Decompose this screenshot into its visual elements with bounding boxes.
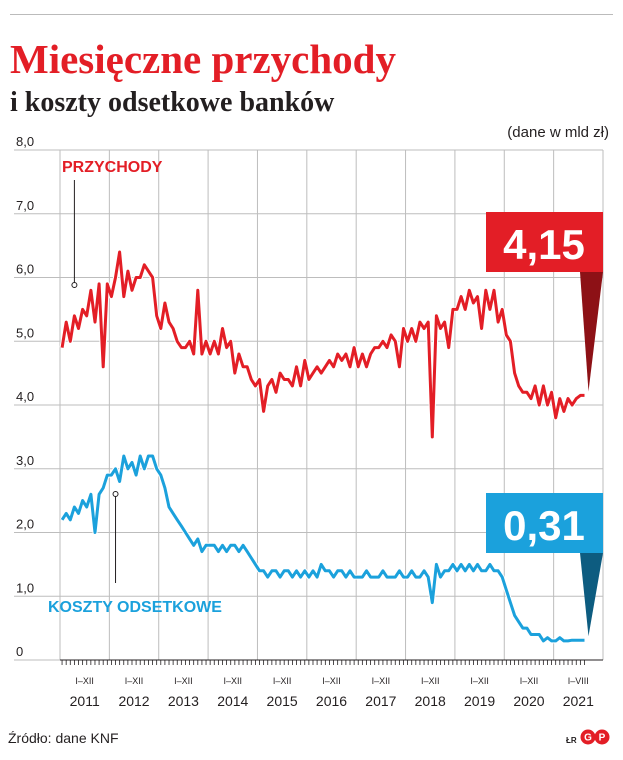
interest-cost-line [60,454,585,643]
chart-title: Miesięczne przychody [10,36,396,82]
unit-label: (dane w mld zł) [507,124,609,141]
income-line [60,250,585,439]
period-label: I–XII [372,676,391,686]
source-note: Źródło: dane KNF [8,730,119,746]
income-final-pointer [580,272,603,392]
cost-label-marker [112,491,119,497]
svg-text:G: G [584,733,592,744]
y-tick-label: 0 [16,644,23,659]
y-tick-label: 4,0 [16,389,34,404]
top-rule [10,14,613,15]
y-tick-label: 5,0 [16,325,34,340]
year-label: 2018 [415,693,446,709]
year-label: 2021 [563,693,594,709]
y-tick-label: 8,0 [16,134,34,149]
chart-subtitle: i koszty odsetkowe banków [10,87,335,118]
line-chart: 0 1,0 2,0 3,0 4,0 5,0 6,0 7,0 8,0 I–XII 2011 I–XII 2… [14,134,604,709]
period-label: I–XII [75,676,94,686]
cost-final-value: 0,31 [503,502,585,549]
author-credit: ŁR [566,736,577,745]
year-label: 2016 [316,693,347,709]
y-tick-label: 3,0 [16,453,34,468]
period-label: I–XII [421,676,440,686]
svg-text:P: P [599,733,606,744]
period-label: I–VIII [568,676,589,686]
series-halo [59,249,585,440]
period-label: I–XII [520,676,539,686]
income-label-marker [71,282,78,288]
y-tick-label: 6,0 [16,262,34,277]
y-tick-label: 2,0 [16,517,34,532]
income-final-value: 4,15 [503,221,585,268]
year-label: 2014 [217,693,248,709]
y-tick-label: 7,0 [16,198,34,213]
period-label: I–XII [470,676,489,686]
period-label: I–XII [174,676,193,686]
period-label: I–XII [273,676,292,686]
period-label: I–XII [224,676,243,686]
year-label: 2011 [70,693,100,709]
income-series-label: PRZYCHODY [62,159,163,176]
year-label: 2012 [118,693,149,709]
y-tick-label: 1,0 [16,580,34,595]
cost-series-label: KOSZTY ODSETKOWE [48,599,222,616]
year-label: 2017 [365,693,396,709]
year-label: 2013 [168,693,199,709]
cost-final-box [486,493,603,553]
period-label: I–XII [125,676,144,686]
income-final-box [486,212,603,272]
cost-final-pointer [580,553,603,637]
year-label: 2019 [464,693,495,709]
dgp-logo-icon: G P [580,729,610,745]
year-label: 2015 [267,693,298,709]
year-label: 2020 [513,693,544,709]
period-label: I–XII [322,676,341,686]
